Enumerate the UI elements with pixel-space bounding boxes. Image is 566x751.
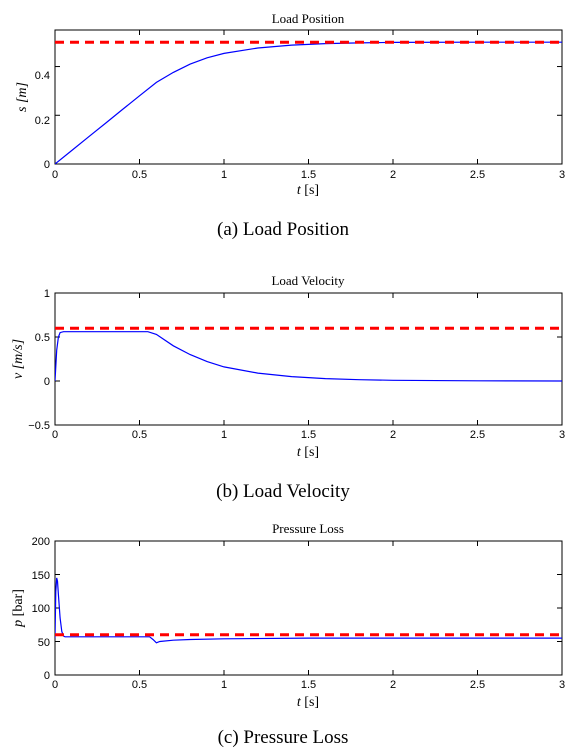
x-tick-label: 0.5 bbox=[132, 679, 147, 691]
chart-title: Load Velocity bbox=[271, 273, 345, 288]
x-tick-label: 0 bbox=[52, 429, 58, 441]
x-axis-unit: [s] bbox=[304, 695, 319, 710]
y-tick-label: 0.5 bbox=[35, 332, 50, 344]
y-axis-unit: [m/s] bbox=[11, 339, 26, 369]
y-axis-unit: [bar] bbox=[11, 589, 26, 616]
x-tick-label: 0.5 bbox=[132, 429, 147, 441]
x-tick-label: 1 bbox=[221, 169, 227, 181]
x-axis-label: t [s] bbox=[297, 695, 319, 710]
x-tick-label: 3 bbox=[559, 429, 565, 441]
panel-load-position: Load Position 0 0.5 1 1.5 2 2.5 3 0 0.2 … bbox=[15, 11, 565, 240]
chart-2-marks bbox=[54, 540, 563, 676]
panel-caption: (c) Pressure Loss bbox=[218, 727, 349, 748]
y-axis-label: p [bar] bbox=[11, 589, 26, 628]
x-tick-labels: 0 0.5 1 1.5 2 2.5 3 bbox=[52, 429, 565, 441]
x-tick-label: 1 bbox=[221, 429, 227, 441]
x-tick-label: 0 bbox=[52, 679, 58, 691]
y-tick-label: 50 bbox=[38, 637, 50, 649]
chart-1-marks bbox=[54, 292, 563, 426]
y-tick-label: 1 bbox=[44, 288, 50, 300]
x-tick-label: 1 bbox=[221, 679, 227, 691]
plot-frame bbox=[54, 540, 563, 676]
y-axis-unit: [m] bbox=[15, 82, 30, 103]
response-line bbox=[55, 41, 562, 164]
y-tick-label: 0.4 bbox=[35, 70, 50, 82]
x-tick-label: 1.5 bbox=[301, 679, 316, 691]
y-tick-labels: 0 50 100 150 200 bbox=[32, 536, 50, 682]
chart-0-marks bbox=[54, 30, 563, 165]
x-axis-var: t bbox=[297, 183, 302, 198]
x-tick-labels: 0 0.5 1 1.5 2 2.5 3 bbox=[52, 169, 565, 181]
y-tick-label: 200 bbox=[32, 536, 50, 548]
y-tick-label: 0.2 bbox=[35, 115, 50, 127]
x-tick-label: 2.5 bbox=[470, 429, 485, 441]
response-line bbox=[55, 331, 562, 382]
y-tick-label: 0 bbox=[44, 159, 50, 171]
y-tick-labels: 0 0.2 0.4 bbox=[35, 70, 50, 171]
y-axis-var: v bbox=[11, 372, 26, 379]
x-tick-label: 2.5 bbox=[470, 679, 485, 691]
x-tick-label: 1.5 bbox=[301, 429, 316, 441]
x-tick-label: 2 bbox=[390, 679, 396, 691]
x-tick-label: 2.5 bbox=[470, 169, 485, 181]
chart-title: Pressure Loss bbox=[272, 521, 344, 536]
plot-frame bbox=[54, 29, 563, 165]
x-tick-label: 1.5 bbox=[301, 169, 316, 181]
x-tick-label: 3 bbox=[559, 679, 565, 691]
x-tick-label: 0 bbox=[52, 169, 58, 181]
panel-pressure-loss: Pressure Loss 0 0.5 1 1.5 2 2.5 3 0 50 1… bbox=[11, 521, 565, 748]
x-tick-label: 3 bbox=[559, 169, 565, 181]
y-axis-label: s [m] bbox=[15, 82, 30, 112]
y-axis-var: s bbox=[15, 106, 30, 112]
y-axis-label: v [m/s] bbox=[11, 339, 26, 379]
y-axis-var: p bbox=[11, 620, 26, 628]
y-tick-label: 100 bbox=[32, 603, 50, 615]
y-tick-label: 0 bbox=[44, 376, 50, 388]
panel-caption: (b) Load Velocity bbox=[216, 481, 350, 502]
x-axis-var: t bbox=[297, 695, 302, 710]
response-line bbox=[55, 577, 562, 644]
x-tick-label: 0.5 bbox=[132, 169, 147, 181]
panel-load-velocity: Load Velocity 0 0.5 1 1.5 2 2.5 3 −0.5 0… bbox=[11, 273, 565, 502]
x-axis-unit: [s] bbox=[304, 183, 319, 198]
plot-frame bbox=[54, 292, 563, 426]
x-tick-labels: 0 0.5 1 1.5 2 2.5 3 bbox=[52, 679, 565, 691]
y-tick-label: 0 bbox=[44, 670, 50, 682]
y-tick-label: −0.5 bbox=[28, 420, 50, 432]
y-tick-label: 150 bbox=[32, 570, 50, 582]
x-axis-label: t [s] bbox=[297, 183, 319, 198]
x-axis-label: t [s] bbox=[297, 445, 319, 460]
x-tick-label: 2 bbox=[390, 429, 396, 441]
plot-marks bbox=[54, 30, 563, 676]
y-tick-labels: −0.5 0 0.5 1 bbox=[28, 288, 50, 432]
x-tick-label: 2 bbox=[390, 169, 396, 181]
panel-caption: (a) Load Position bbox=[217, 219, 349, 240]
chart-title: Load Position bbox=[272, 11, 345, 26]
x-axis-unit: [s] bbox=[304, 445, 319, 460]
x-axis-var: t bbox=[297, 445, 302, 460]
